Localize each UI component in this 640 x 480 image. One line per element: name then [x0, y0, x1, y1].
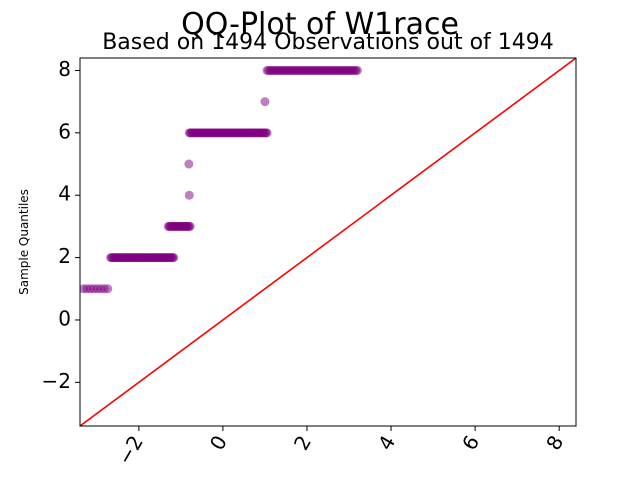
data-point [352, 65, 362, 75]
point-group-5 [184, 159, 194, 169]
y-tick-label: −2 [42, 369, 71, 393]
y-tick-label: 8 [58, 57, 71, 81]
y-axis-label: Sample Quantiles [17, 189, 31, 295]
y-axis: −2 0 2 4 6 8 [42, 57, 80, 393]
reference-line [80, 58, 576, 426]
point-group-3 [163, 221, 195, 231]
point-group-7 [260, 97, 270, 107]
data-point [260, 97, 270, 107]
points-layer [80, 65, 362, 294]
point-group-8 [262, 65, 362, 75]
chart-title: QQ-Plot of W1race [181, 7, 459, 42]
data-point [184, 190, 194, 200]
chart-subtitle: Based on 1494 Observations out of 1494 [102, 30, 554, 55]
point-group-2 [106, 253, 179, 263]
y-tick-label: 2 [58, 244, 71, 268]
y-tick-label: 4 [58, 182, 71, 206]
y-tick-label: 0 [58, 306, 71, 330]
plot-area [80, 58, 576, 426]
data-point [262, 128, 272, 138]
data-point [185, 221, 195, 231]
data-point [169, 253, 179, 263]
point-group-1 [80, 284, 113, 294]
point-group-4 [184, 190, 194, 200]
data-point [184, 159, 194, 169]
point-group-6 [184, 128, 272, 138]
y-tick-label: 6 [58, 119, 71, 143]
axes-frame [79, 57, 577, 427]
data-point [103, 284, 113, 294]
